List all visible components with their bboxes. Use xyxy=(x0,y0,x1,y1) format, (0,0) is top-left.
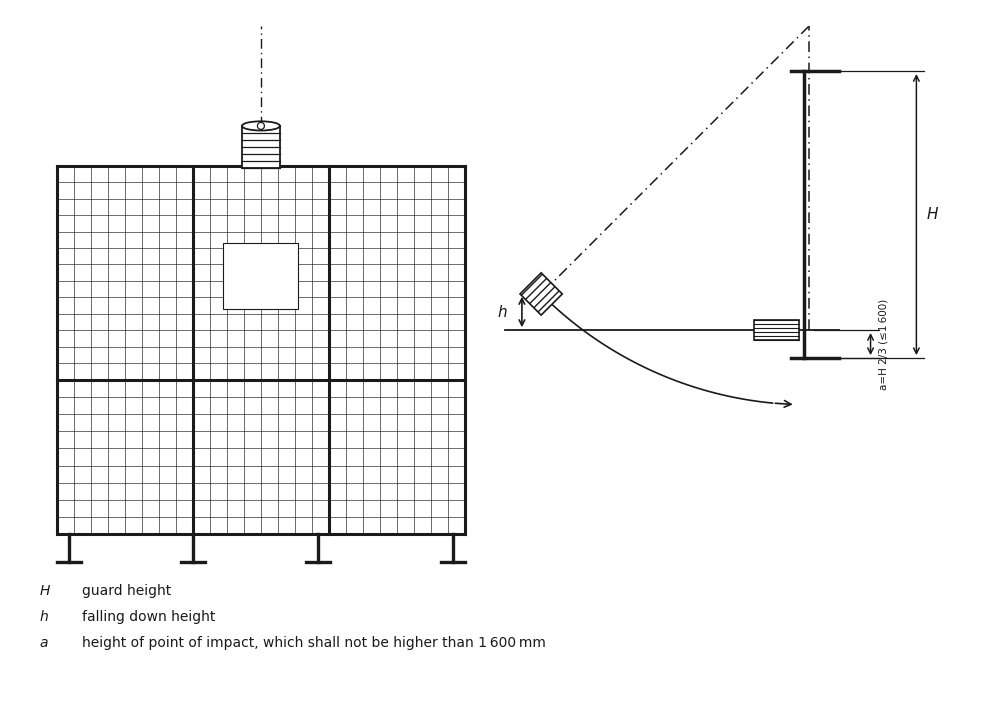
Bar xyxy=(754,320,799,340)
Bar xyxy=(242,126,280,168)
Ellipse shape xyxy=(242,121,280,130)
Bar xyxy=(223,243,298,310)
Text: H: H xyxy=(926,207,938,222)
Text: h: h xyxy=(497,305,507,320)
Bar xyxy=(520,273,562,315)
Bar xyxy=(520,273,562,315)
Text: H: H xyxy=(40,584,50,598)
Circle shape xyxy=(257,122,264,130)
Text: a=H 2/3 (≤1 600): a=H 2/3 (≤1 600) xyxy=(879,298,889,390)
Text: falling down height: falling down height xyxy=(82,610,215,624)
Text: guard height: guard height xyxy=(82,584,171,598)
Text: h: h xyxy=(40,610,49,624)
Text: a: a xyxy=(40,636,48,650)
Text: height of point of impact, which shall not be higher than 1 600 mm: height of point of impact, which shall n… xyxy=(82,636,545,650)
